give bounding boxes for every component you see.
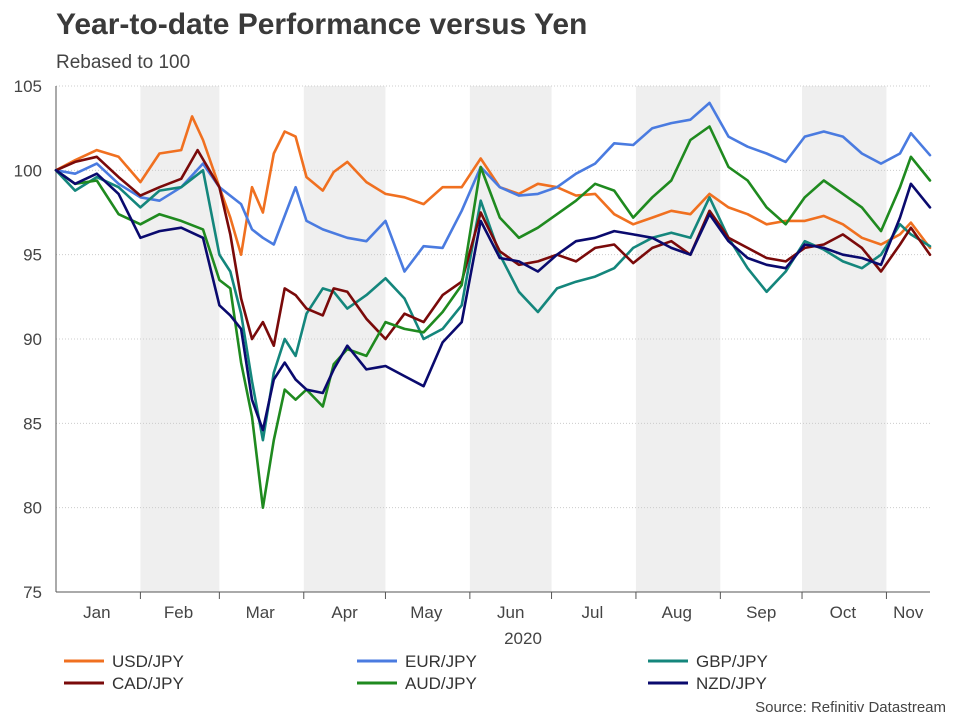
x-tick-label: Nov <box>893 603 924 622</box>
x-tick-label: May <box>410 603 443 622</box>
axes: 75 80 85 90 95 100 105 Jan Feb Mar Apr May Jun Jul Aug… <box>14 77 930 648</box>
legend-label-usd-jpy: USD/JPY <box>112 652 184 671</box>
y-tick-label: 100 <box>14 161 42 180</box>
x-tick-label: Jan <box>83 603 110 622</box>
legend: USD/JPY EUR/JPY GBP/JPY CAD/JPY AUD/JPY NZD/J… <box>64 652 768 693</box>
x-tick-label: Aug <box>662 603 692 622</box>
legend-label-eur-jpy: EUR/JPY <box>405 652 477 671</box>
x-tick-label: Feb <box>164 603 193 622</box>
y-tick-label: 75 <box>23 583 42 602</box>
x-tick-label: Mar <box>246 603 276 622</box>
y-tick-label: 80 <box>23 499 42 518</box>
shaded-month-band <box>802 86 887 592</box>
chart-title: Year-to-date Performance versus Yen <box>56 8 588 41</box>
legend-label-gbp-jpy: GBP/JPY <box>696 652 768 671</box>
x-axis-label: 2020 <box>504 629 542 648</box>
series-line-aud-jpy <box>54 125 932 510</box>
x-tick-label: Sep <box>746 603 776 622</box>
chart-subtitle: Rebased to 100 <box>56 52 191 73</box>
series-line-usd-jpy <box>54 115 932 256</box>
x-tick-label: Apr <box>331 603 358 622</box>
legend-label-nzd-jpy: NZD/JPY <box>696 674 767 693</box>
y-tick-label: 90 <box>23 330 42 349</box>
legend-label-aud-jpy: AUD/JPY <box>405 674 477 693</box>
y-tick-label: 95 <box>23 246 42 265</box>
x-tick-label: Jun <box>497 603 524 622</box>
x-tick-label: Jul <box>582 603 604 622</box>
y-tick-label: 105 <box>14 77 42 96</box>
series-lines <box>54 101 932 510</box>
x-tick-label: Oct <box>830 603 857 622</box>
series-line-gbp-jpy <box>54 169 932 442</box>
series-line-nzd-jpy <box>54 169 932 432</box>
y-tick-label: 85 <box>23 414 42 433</box>
source-note: Source: Refinitiv Datastream <box>755 699 946 716</box>
legend-label-cad-jpy: CAD/JPY <box>112 674 184 693</box>
